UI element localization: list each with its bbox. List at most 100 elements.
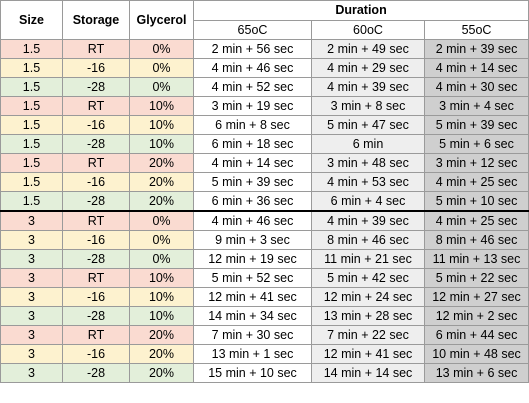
cell-glycerol: 20% (129, 325, 194, 345)
cell-size: 1.5 (0, 77, 63, 97)
cell-glycerol: 20% (129, 344, 194, 364)
cell-glycerol: 10% (129, 134, 194, 154)
cell-duration-65: 5 min + 52 sec (193, 268, 312, 288)
cell-duration-65: 6 min + 8 sec (193, 115, 312, 135)
cell-duration-60: 3 min + 8 sec (311, 96, 425, 116)
table-row: 1.5 -16 10% 6 min + 8 sec 5 min + 47 sec 5 mi… (0, 115, 529, 135)
cell-duration-65: 5 min + 39 sec (193, 172, 312, 192)
cell-duration-65: 4 min + 52 sec (193, 77, 312, 97)
cell-size: 1.5 (0, 191, 63, 212)
cell-glycerol: 10% (129, 287, 194, 307)
cell-duration-60: 4 min + 39 sec (311, 77, 425, 97)
cell-glycerol: 0% (129, 77, 194, 97)
cell-duration-55: 12 min + 27 sec (423, 287, 529, 307)
cell-storage: RT (62, 325, 130, 345)
header-temp-65: 65oC (193, 19, 312, 40)
cell-glycerol: 0% (129, 39, 194, 59)
cell-storage: RT (62, 210, 130, 231)
table-row: 3 -28 0% 12 min + 19 sec 11 min + 21 sec 11 m… (0, 249, 529, 269)
cell-duration-60: 4 min + 53 sec (311, 172, 425, 192)
cell-size: 1.5 (0, 39, 63, 59)
cell-glycerol: 20% (129, 363, 194, 383)
cell-storage: RT (62, 96, 130, 116)
header-storage: Storage (62, 0, 130, 40)
cell-size: 3 (0, 287, 63, 307)
cell-duration-55: 4 min + 14 sec (423, 58, 529, 78)
cell-size: 1.5 (0, 172, 63, 192)
table-row: 3 -16 0% 9 min + 3 sec 8 min + 46 sec 8 min +… (0, 230, 529, 250)
table-row: 1.5 RT 20% 4 min + 14 sec 3 min + 48 sec 3 mi… (0, 153, 529, 173)
table-row: 3 -16 10% 12 min + 41 sec 12 min + 24 sec 12 … (0, 287, 529, 307)
table-row: 1.5 -16 20% 5 min + 39 sec 4 min + 53 sec 4 m… (0, 172, 529, 192)
cell-duration-55: 5 min + 39 sec (423, 115, 529, 135)
cell-storage: RT (62, 39, 130, 59)
cell-duration-60: 6 min (311, 134, 425, 154)
table-row: 1.5 -28 20% 6 min + 36 sec 6 min + 4 sec 5 mi… (0, 191, 529, 212)
table-row: 3 -28 20% 15 min + 10 sec 14 min + 14 sec 13 … (0, 363, 529, 383)
table-row: 1.5 RT 0% 2 min + 56 sec 2 min + 49 sec 2 min… (0, 39, 529, 59)
cell-duration-55: 3 min + 4 sec (423, 96, 529, 116)
cell-size: 1.5 (0, 153, 63, 173)
cell-size: 3 (0, 344, 63, 364)
cell-duration-55: 5 min + 6 sec (423, 134, 529, 154)
cell-size: 3 (0, 268, 63, 288)
cell-size: 1.5 (0, 58, 63, 78)
cell-size: 3 (0, 325, 63, 345)
cell-duration-65: 4 min + 46 sec (193, 58, 312, 78)
cell-duration-65: 3 min + 19 sec (193, 96, 312, 116)
cell-duration-65: 4 min + 46 sec (193, 210, 312, 231)
cell-size: 3 (0, 363, 63, 383)
cell-size: 3 (0, 210, 63, 231)
duration-table: Size Storage Glycerol Duration 65oC 60oC… (0, 0, 529, 383)
cell-duration-55: 5 min + 10 sec (423, 191, 529, 212)
cell-storage: -28 (62, 249, 130, 269)
cell-duration-65: 7 min + 30 sec (193, 325, 312, 345)
cell-duration-55: 5 min + 22 sec (423, 268, 529, 288)
cell-storage: -28 (62, 306, 130, 326)
cell-storage: -16 (62, 172, 130, 192)
cell-duration-65: 13 min + 1 sec (193, 344, 312, 364)
cell-size: 1.5 (0, 115, 63, 135)
table-row: 3 -28 10% 14 min + 34 sec 13 min + 28 sec 12 … (0, 306, 529, 326)
cell-glycerol: 20% (129, 191, 194, 212)
cell-duration-60: 8 min + 46 sec (311, 230, 425, 250)
cell-glycerol: 0% (129, 210, 194, 231)
cell-storage: RT (62, 153, 130, 173)
cell-duration-55: 10 min + 48 sec (423, 344, 529, 364)
cell-duration-55: 8 min + 46 sec (423, 230, 529, 250)
table-row: 3 RT 0% 4 min + 46 sec 4 min + 39 sec 4 min +… (0, 210, 529, 231)
cell-storage: -16 (62, 58, 130, 78)
header-temp-55: 55oC (423, 19, 529, 40)
cell-size: 1.5 (0, 96, 63, 116)
cell-storage: -16 (62, 230, 130, 250)
cell-storage: -16 (62, 344, 130, 364)
cell-duration-60: 13 min + 28 sec (311, 306, 425, 326)
cell-duration-55: 4 min + 25 sec (423, 172, 529, 192)
cell-storage: -16 (62, 287, 130, 307)
cell-duration-60: 12 min + 41 sec (311, 344, 425, 364)
table-row: 1.5 -28 10% 6 min + 18 sec 6 min 5 min + 6 se… (0, 134, 529, 154)
table-row: 3 RT 20% 7 min + 30 sec 7 min + 22 sec 6 min … (0, 325, 529, 345)
cell-duration-65: 9 min + 3 sec (193, 230, 312, 250)
cell-duration-55: 4 min + 25 sec (423, 210, 529, 231)
cell-glycerol: 10% (129, 306, 194, 326)
cell-duration-60: 3 min + 48 sec (311, 153, 425, 173)
cell-storage: -16 (62, 115, 130, 135)
cell-size: 1.5 (0, 134, 63, 154)
cell-duration-55: 4 min + 30 sec (423, 77, 529, 97)
header-size: Size (0, 0, 63, 40)
header-duration: Duration (192, 0, 529, 21)
table-row: 1.5 -28 0% 4 min + 52 sec 4 min + 39 sec 4 mi… (0, 77, 529, 97)
cell-duration-60: 12 min + 24 sec (311, 287, 425, 307)
table-row: 3 -16 20% 13 min + 1 sec 12 min + 41 sec 10 m… (0, 344, 529, 364)
cell-storage: -28 (62, 77, 130, 97)
cell-glycerol: 20% (129, 153, 194, 173)
cell-duration-60: 7 min + 22 sec (311, 325, 425, 345)
cell-size: 3 (0, 230, 63, 250)
cell-size: 3 (0, 306, 63, 326)
cell-duration-65: 6 min + 18 sec (193, 134, 312, 154)
cell-duration-65: 4 min + 14 sec (193, 153, 312, 173)
cell-duration-65: 15 min + 10 sec (193, 363, 312, 383)
cell-duration-55: 6 min + 44 sec (423, 325, 529, 345)
cell-storage: -28 (62, 134, 130, 154)
